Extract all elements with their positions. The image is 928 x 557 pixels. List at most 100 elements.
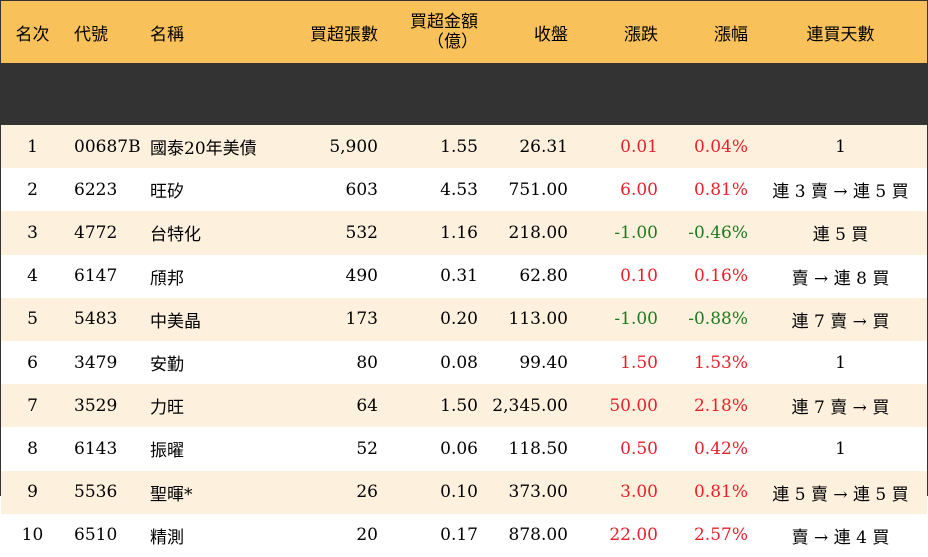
cell-name: 精測 (150, 527, 184, 548)
cell-close: 62.80 (519, 266, 568, 287)
cell-net-buy-amount: 4.53 (440, 179, 478, 200)
cell-name: 頎邦 (150, 268, 184, 289)
header-code: 代號 (74, 24, 108, 45)
table-row: 10 6510 精測 20 0.17 878.00 22.00 2.57% 賣 … (1, 513, 927, 557)
header-change: 漲跌 (624, 24, 658, 45)
cell-name: 旺矽 (150, 182, 184, 203)
cell-consecutive-days: 連 5 賣 → 連 5 買 (772, 484, 909, 505)
cell-net-buy-lots: 64 (356, 395, 378, 416)
cell-net-buy-amount: 0.10 (440, 482, 478, 503)
cell-code: 6147 (74, 266, 118, 287)
header-name: 名稱 (150, 24, 184, 45)
cell-code: 6143 (74, 438, 118, 459)
cell-change-pct: -0.46% (688, 222, 748, 243)
header-rank: 名次 (15, 24, 50, 45)
cell-consecutive-days: 賣 → 連 4 買 (791, 527, 890, 548)
header-net-buy-amount-line2: （億） (427, 32, 478, 52)
cell-change: -1.00 (614, 222, 658, 243)
table-row: 9 5536 聖暉* 26 0.10 373.00 3.00 0.81% 連 5… (1, 470, 927, 514)
cell-rank: 6 (27, 352, 38, 373)
cell-code: 3529 (74, 395, 118, 416)
cell-change: 0.10 (620, 266, 658, 287)
cell-rank: 2 (27, 179, 38, 200)
cell-close: 218.00 (508, 222, 568, 243)
header-divider (1, 63, 927, 125)
cell-code: 00687B (74, 136, 141, 157)
cell-code: 3479 (74, 352, 118, 373)
table-row: 4 6147 頎邦 490 0.31 62.80 0.10 0.16% 賣 → … (1, 254, 927, 298)
table-row: 2 6223 旺矽 603 4.53 751.00 6.00 0.81% 連 3… (1, 168, 927, 212)
cell-rank: 3 (27, 222, 38, 243)
cell-close: 751.00 (508, 179, 568, 200)
cell-net-buy-amount: 1.55 (440, 136, 478, 157)
cell-code: 4772 (74, 222, 118, 243)
cell-change-pct: 0.42% (693, 438, 748, 459)
cell-net-buy-lots: 52 (356, 438, 378, 459)
cell-net-buy-amount: 1.16 (440, 222, 478, 243)
cell-name: 國泰20年美債 (150, 139, 257, 160)
table-body: 1 00687B 國泰20年美債 5,900 1.55 26.31 0.01 0… (1, 125, 927, 557)
cell-close: 113.00 (508, 309, 568, 330)
cell-rank: 7 (27, 395, 38, 416)
cell-change: 6.00 (620, 179, 658, 200)
cell-change: 50.00 (609, 395, 658, 416)
cell-name: 中美晶 (150, 311, 201, 332)
cell-rank: 4 (27, 266, 38, 287)
cell-change: 3.00 (620, 482, 658, 503)
table-row: 3 4772 台特化 532 1.16 218.00 -1.00 -0.46% … (1, 211, 927, 255)
table-row: 8 6143 振曜 52 0.06 118.50 0.50 0.42% 1 (1, 427, 927, 471)
cell-change-pct: 0.04% (693, 136, 748, 157)
cell-close: 373.00 (508, 482, 568, 503)
header-row: 名次 代號 名稱 買超張數 買超金額 （億） 收盤 漲跌 漲幅 連買天數 (1, 1, 927, 63)
cell-close: 2,345.00 (492, 395, 568, 416)
cell-net-buy-lots: 490 (345, 266, 378, 287)
cell-change-pct: 1.53% (693, 352, 748, 373)
cell-net-buy-lots: 603 (345, 179, 378, 200)
cell-rank: 10 (21, 525, 44, 546)
cell-consecutive-days: 1 (835, 352, 846, 373)
cell-change: 1.50 (620, 352, 658, 373)
header-close: 收盤 (534, 24, 568, 45)
cell-code: 5483 (74, 309, 118, 330)
cell-change: 0.01 (620, 136, 658, 157)
cell-code: 6510 (74, 525, 118, 546)
cell-name: 力旺 (150, 398, 184, 419)
cell-name: 安勤 (150, 355, 184, 376)
cell-consecutive-days: 連 7 賣 → 買 (791, 398, 890, 419)
cell-close: 118.50 (508, 438, 568, 459)
cell-close: 878.00 (508, 525, 568, 546)
cell-net-buy-amount: 0.06 (440, 438, 478, 459)
header-net-buy-amount: 買超金額 （億） (384, 1, 484, 63)
cell-net-buy-amount: 1.50 (440, 395, 478, 416)
table-row: 5 5483 中美晶 173 0.20 113.00 -1.00 -0.88% … (1, 297, 927, 341)
header-change-pct: 漲幅 (714, 24, 748, 45)
cell-change-pct: 2.57% (693, 525, 748, 546)
cell-change-pct: -0.88% (688, 309, 748, 330)
cell-net-buy-lots: 26 (356, 482, 378, 503)
cell-rank: 8 (27, 438, 38, 459)
cell-consecutive-days: 連 7 賣 → 買 (791, 311, 890, 332)
cell-close: 26.31 (519, 136, 568, 157)
cell-code: 6223 (74, 179, 118, 200)
cell-change-pct: 0.81% (693, 482, 748, 503)
cell-change-pct: 0.81% (693, 179, 748, 200)
cell-net-buy-amount: 0.08 (440, 352, 478, 373)
table-row: 6 3479 安勤 80 0.08 99.40 1.50 1.53% 1 (1, 340, 927, 385)
cell-change: 22.00 (609, 525, 658, 546)
cell-change: 0.50 (620, 438, 658, 459)
cell-consecutive-days: 1 (835, 136, 846, 157)
cell-name: 振曜 (150, 441, 184, 462)
cell-net-buy-lots: 20 (356, 525, 378, 546)
cell-net-buy-lots: 5,900 (329, 136, 378, 157)
cell-rank: 9 (27, 482, 38, 503)
cell-consecutive-days: 賣 → 連 8 買 (791, 268, 890, 289)
cell-rank: 5 (27, 309, 38, 330)
cell-close: 99.40 (519, 352, 568, 373)
cell-consecutive-days: 連 3 賣 → 連 5 買 (772, 182, 909, 203)
header-net-buy-lots: 買超張數 (310, 24, 378, 45)
cell-name: 台特化 (150, 225, 201, 246)
cell-net-buy-amount: 0.17 (440, 525, 478, 546)
table-header: 名次 代號 名稱 買超張數 買超金額 （億） 收盤 漲跌 漲幅 連買天數 (1, 1, 927, 125)
